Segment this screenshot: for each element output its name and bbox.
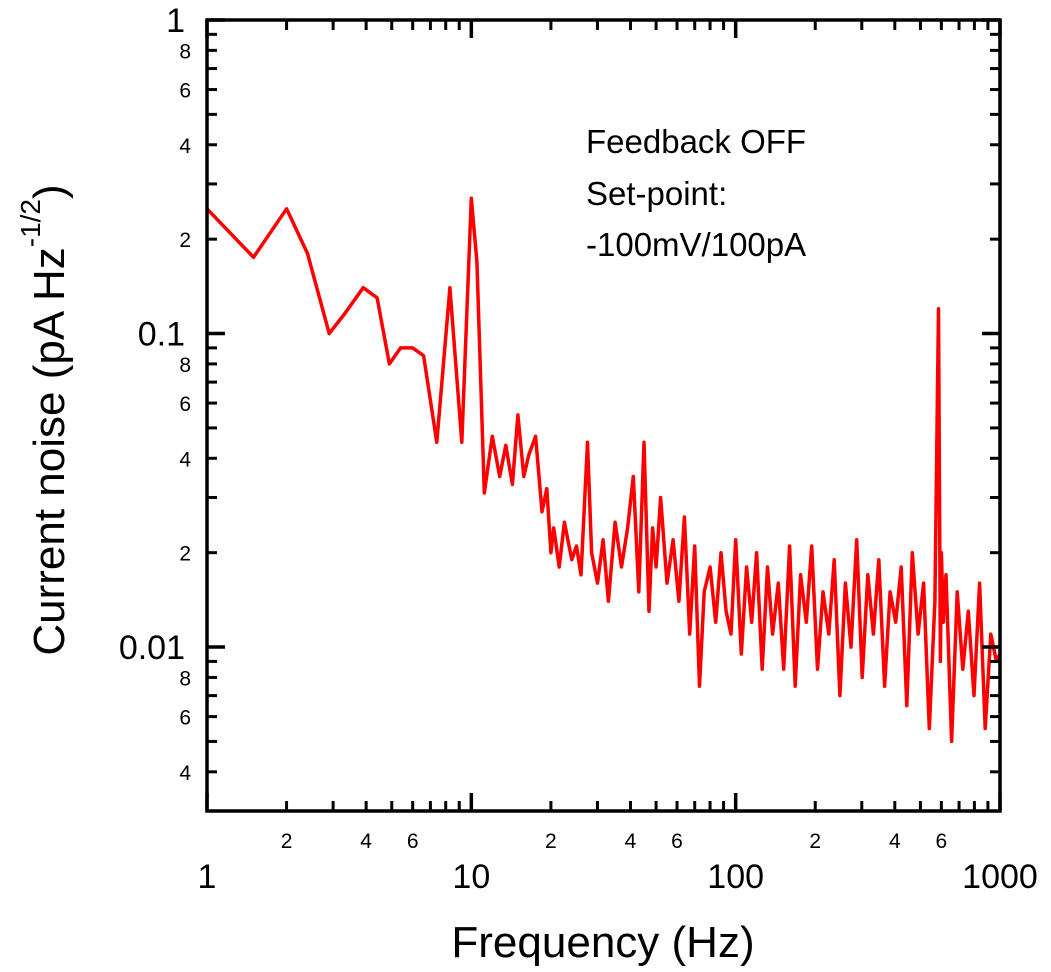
y-axis-title: Current noise (pA Hz-1/2)	[15, 184, 74, 655]
y-tick-label: 1	[166, 2, 185, 40]
y-minor-tick-label: 2	[179, 229, 191, 252]
series-line-current-noise	[205, 196, 1002, 744]
x-tick-label: 100	[707, 858, 764, 896]
x-minor-tick-label: 4	[625, 830, 637, 853]
y-minor-tick-label: 4	[179, 448, 191, 471]
annotation-line-1: Feedback OFF	[586, 123, 806, 160]
x-tick-label: 10	[452, 858, 490, 896]
y-minor-tick-label: 6	[179, 80, 191, 103]
x-tick-label: 1000	[962, 858, 1038, 896]
y-minor-tick-label: 6	[179, 393, 191, 416]
x-minor-tick-label: 4	[360, 830, 372, 853]
x-minor-tick-label: 6	[936, 830, 948, 853]
y-minor-tick-label: 8	[179, 354, 191, 377]
axis-tick-labels: 1 10 100 1000 2 4 6 2 4 6 2 4 6 1 0.1 0.01 4 6 8 2 4 6 8 2 4 6 8	[119, 2, 1038, 896]
annotation-line-3: -100mV/100pA	[586, 226, 806, 263]
axis-ticks	[205, 18, 1002, 811]
x-tick-label: 1	[198, 858, 217, 896]
y-minor-tick-label: 8	[179, 667, 191, 690]
x-minor-tick-label: 4	[889, 830, 901, 853]
y-axis-title-exponent: -1/2	[15, 199, 46, 247]
x-minor-tick-label: 6	[671, 830, 683, 853]
y-tick-label: 0.01	[119, 629, 185, 667]
y-minor-tick-label: 2	[179, 543, 191, 566]
y-axis-title-main: Current noise (pA Hz	[25, 247, 74, 655]
annotation-block: Feedback OFF Set-point: -100mV/100pA	[586, 123, 806, 263]
y-minor-tick-label: 4	[179, 135, 191, 158]
y-tick-label: 0.1	[138, 316, 185, 354]
y-minor-tick-label: 6	[179, 707, 191, 730]
x-minor-tick-label: 6	[407, 830, 419, 853]
x-minor-tick-label: 2	[809, 830, 821, 853]
annotation-line-2: Set-point:	[586, 175, 727, 212]
x-minor-tick-label: 2	[545, 830, 557, 853]
x-axis-title: Frequency (Hz)	[451, 918, 754, 967]
plot-frame	[205, 18, 1002, 813]
y-minor-tick-label: 4	[179, 762, 191, 785]
y-axis-title-close: )	[25, 184, 74, 199]
y-minor-tick-label: 8	[179, 40, 191, 63]
plot-area	[205, 196, 1002, 744]
x-minor-tick-label: 2	[281, 830, 293, 853]
